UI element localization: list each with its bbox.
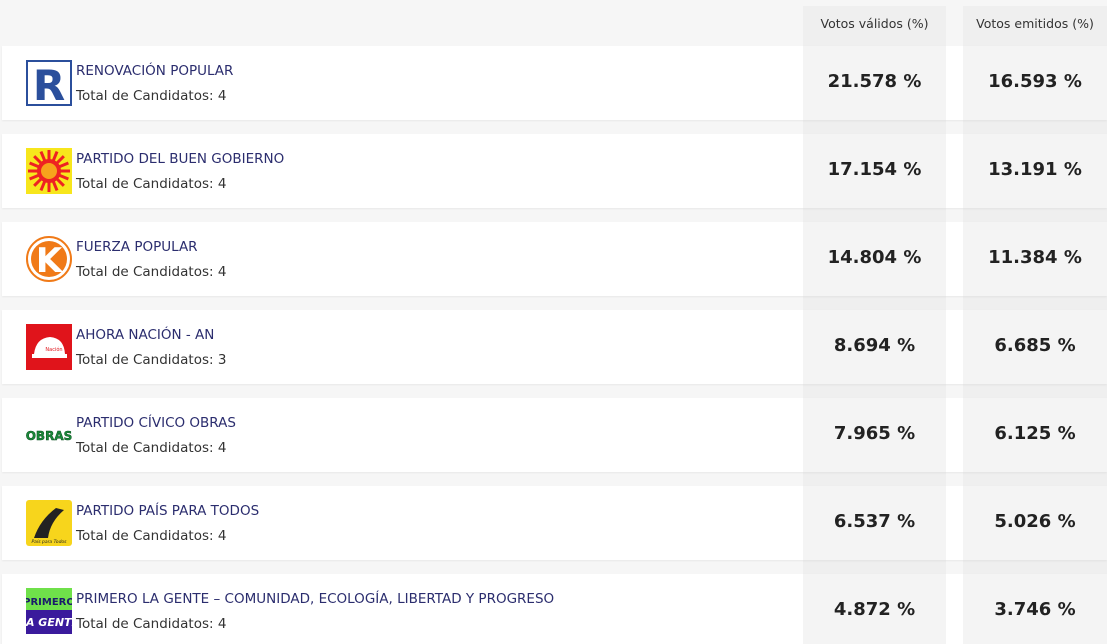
logo-bg	[26, 60, 72, 106]
value-cell	[803, 222, 946, 296]
valid-votes: 8.694 %	[833, 335, 916, 356]
logo-helmet	[34, 337, 65, 354]
candidate-count: Total de Candidatos: 4	[76, 176, 227, 192]
candidate-count: Total de Candidatos: 4	[76, 528, 227, 544]
party-name: PARTIDO PAÍS PARA TODOS	[76, 503, 260, 519]
party-logo: PRIMERO LA GENTE	[26, 588, 72, 634]
party-name: PARTIDO CÍVICO OBRAS	[76, 415, 236, 431]
emitted-votes: 3.746 %	[994, 599, 1076, 620]
party-row: K FUERZA POPULAR Total de Candidatos: 4 14.…	[2, 222, 1107, 296]
party-name: RENOVACIÓN POPULAR	[76, 63, 234, 79]
column-header: Votos válidos (%)	[820, 16, 929, 31]
logo-text: Nación	[45, 346, 62, 353]
party-row: PRIMERO LA GENTE PRIMERO LA GENTE – COMUNI…	[2, 574, 1107, 644]
valid-votes: 21.578 %	[827, 71, 922, 92]
value-cell	[803, 134, 946, 208]
candidate-count: Total de Candidatos: 4	[76, 440, 227, 456]
candidate-count: Total de Candidatos: 4	[76, 264, 227, 280]
value-cell	[803, 398, 946, 472]
logo-text: País para Todos	[31, 538, 67, 545]
emitted-votes: 13.191 %	[988, 159, 1082, 180]
emitted-votes: 6.125 %	[994, 423, 1076, 444]
logo-text: LA GENTE	[26, 616, 72, 629]
logo-text: K	[36, 241, 64, 281]
emitted-votes: 11.384 %	[988, 247, 1082, 268]
value-cell	[963, 46, 1107, 120]
party-logo: R	[26, 60, 72, 106]
value-cell	[963, 134, 1107, 208]
candidate-count: Total de Candidatos: 4	[76, 88, 227, 104]
logo-inner	[31, 241, 67, 277]
party-row: R RENOVACIÓN POPULAR Total de Candidatos: …	[2, 46, 1107, 120]
value-cell	[963, 310, 1107, 384]
value-cell	[963, 398, 1107, 472]
party-logo: Nación	[26, 324, 72, 370]
valid-votes: 7.965 %	[833, 423, 916, 444]
value-cell	[803, 574, 946, 644]
value-cell	[963, 222, 1107, 296]
column-header: Votos emitidos (%)	[976, 16, 1094, 31]
party-row: País para Todos PARTIDO PAÍS PARA TODOS To…	[2, 486, 1107, 560]
logo-face	[41, 163, 57, 179]
value-cell	[803, 46, 946, 120]
valid-votes: 6.537 %	[833, 511, 916, 532]
value-cell	[803, 486, 946, 560]
logo-text: PRIMERO	[26, 597, 72, 608]
party-logo: K	[26, 236, 72, 282]
candidate-count: Total de Candidatos: 4	[76, 616, 227, 632]
party-row: Nación AHORA NACIÓN - AN Total de Candidat…	[2, 310, 1107, 384]
logo-top	[26, 588, 72, 610]
logo-road	[34, 508, 64, 538]
valid-votes: 14.804 %	[827, 247, 922, 268]
value-cell	[963, 486, 1107, 560]
logo-bottom	[26, 610, 72, 634]
emitted-votes: 6.685 %	[994, 335, 1076, 356]
party-name: AHORA NACIÓN - AN	[76, 327, 215, 343]
candidate-count: Total de Candidatos: 3	[76, 352, 227, 368]
valid-votes: 4.872 %	[833, 599, 916, 620]
party-name: FUERZA POPULAR	[76, 239, 198, 255]
party-logo: OBRAS	[26, 429, 72, 444]
valid-votes: 17.154 %	[827, 159, 922, 180]
party-row: PARTIDO DEL BUEN GOBIERNO Total de Candid…	[2, 134, 1107, 208]
logo-text: OBRAS	[26, 429, 72, 443]
value-cell	[963, 574, 1107, 644]
party-row: OBRAS PARTIDO CÍVICO OBRAS Total de Candid…	[2, 398, 1107, 472]
value-cell	[803, 310, 946, 384]
emitted-votes: 16.593 %	[988, 71, 1082, 92]
logo-text: R	[33, 61, 65, 106]
party-name: PARTIDO DEL BUEN GOBIERNO	[76, 151, 285, 167]
party-logo: País para Todos	[26, 500, 72, 546]
logo-brim	[32, 354, 67, 358]
party-logo	[26, 148, 72, 194]
party-name: PRIMERO LA GENTE – COMUNIDAD, ECOLOGÍA, …	[76, 591, 555, 607]
emitted-votes: 5.026 %	[994, 511, 1076, 532]
